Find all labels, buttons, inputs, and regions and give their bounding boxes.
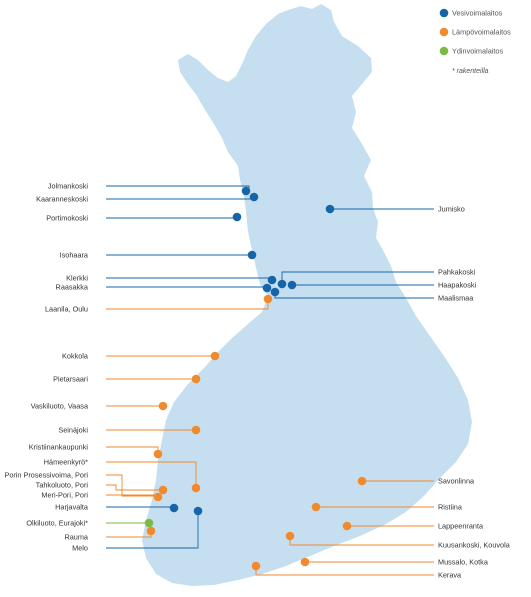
plant-marker-kuusankoski-kouvola xyxy=(285,531,295,541)
plant-label-raasakka: Raasakka xyxy=(56,283,89,292)
plant-marker-olkiluoto-eurajoki xyxy=(144,518,154,528)
leader-line-tahkoluoto-pori xyxy=(106,484,163,491)
plant-label-lappeenranta: Lappeenranta xyxy=(438,522,484,531)
plant-marker-pahkakoski xyxy=(277,279,287,289)
plant-label-seinajoki: Seinäjoki xyxy=(58,426,88,435)
plant-marker-maalismaa xyxy=(270,287,280,297)
plant-label-kuusankoski-kouvola: Kuusankoski, Kouvola xyxy=(438,541,511,550)
plant-marker-jumisko xyxy=(325,204,335,214)
legend: Vesivoimalaitos Lämpövoimalaitos Ydinvoima… xyxy=(439,8,511,75)
leader-line-porin-prosessivoima-pori xyxy=(106,474,158,497)
plant-label-kristiinankaupunki: Kristiinankaupunki xyxy=(29,443,89,452)
plant-label-pahkakoski: Pahkakoski xyxy=(438,268,476,277)
plant-marker-kerava xyxy=(251,561,261,571)
plant-marker-haapakoski xyxy=(287,280,297,290)
plant-label-pietarsaari: Pietarsaari xyxy=(53,375,88,384)
plant-label-rauma: Rauma xyxy=(64,533,88,542)
plant-label-porin-prosessivoima-pori: Porin Prosessivoima, Pori xyxy=(4,471,88,480)
legend-label-lampovoimalaitos: Lämpövoimalaitos xyxy=(452,28,511,37)
plant-marker-isohaara xyxy=(247,250,257,260)
plant-label-hameenkyro: Hämeenkyrö* xyxy=(44,458,88,467)
plant-label-jolmankoski: Jolmankoski xyxy=(48,182,89,191)
plant-marker-hameenkyro xyxy=(191,483,201,493)
leader-line-hameenkyro xyxy=(106,461,197,488)
legend-marker-lampovoimalaitos xyxy=(439,27,449,37)
plant-marker-ristiina xyxy=(311,502,321,512)
plant-label-kokkola: Kokkola xyxy=(62,352,89,361)
plant-marker-tahkoluoto-pori xyxy=(153,492,163,502)
plant-label-portimokoski: Portimokoski xyxy=(46,214,88,223)
plant-marker-rauma xyxy=(146,526,156,536)
plant-label-klerkki: Klerkki xyxy=(66,274,88,283)
plant-marker-lappeenranta xyxy=(342,521,352,531)
plant-marker-kaaranneskoski xyxy=(249,192,259,202)
plant-label-savonlinna: Savonlinna xyxy=(438,477,475,486)
plant-marker-kristiinankaupunki xyxy=(153,449,163,459)
legend-label-vesivoimalaitos: Vesivoimalaitos xyxy=(452,9,503,18)
plant-marker-vaskiluoto-vaasa xyxy=(158,401,168,411)
plant-label-maalismaa: Maalismaa xyxy=(438,294,474,303)
plant-label-tahkoluoto-pori: Tahkoluoto, Pori xyxy=(36,481,89,490)
plant-marker-portimokoski xyxy=(232,212,242,222)
plant-marker-seinajoki xyxy=(191,425,201,435)
plant-label-harjavalta: Harjavalta xyxy=(55,503,89,512)
plant-label-kerava: Kerava xyxy=(438,571,462,580)
leader-line-kerava xyxy=(255,566,434,576)
leader-line-jolmankoski xyxy=(106,185,250,191)
plant-marker-melo xyxy=(193,506,203,516)
plant-marker-kokkola xyxy=(210,351,220,361)
plant-marker-savonlinna xyxy=(357,476,367,486)
plant-label-melo: Melo xyxy=(72,544,88,553)
leader-line-kristiinankaupunki xyxy=(106,446,159,454)
finland-landmass xyxy=(142,4,472,586)
legend-label-ydinvoimalaitos: Ydinvoimalaitos xyxy=(452,47,503,56)
plant-label-ristiina: Ristiina xyxy=(438,503,463,512)
plant-marker-raasakka xyxy=(262,283,272,293)
plant-label-olkiluoto-eurajoki: Olkiluoto, Eurajoki* xyxy=(26,519,88,528)
plant-label-jumisko: Jumisko xyxy=(438,205,465,214)
plant-labels: Jolmankoski Kaaranneskoski Portimokoski Jum… xyxy=(4,182,510,580)
plant-marker-jolmankoski xyxy=(241,186,251,196)
plant-label-haapakoski: Haapakoski xyxy=(438,281,477,290)
legend-note: * rakenteilla xyxy=(452,68,489,75)
plant-label-isohaara: Isohaara xyxy=(60,251,89,260)
plant-label-kaaranneskoski: Kaaranneskoski xyxy=(36,195,88,204)
plant-marker-mussalo-kotka xyxy=(300,557,310,567)
plant-markers xyxy=(144,186,367,571)
plant-label-laanila-oulu: Laanila, Oulu xyxy=(45,305,88,314)
legend-marker-ydinvoimalaitos xyxy=(439,46,449,56)
plant-marker-harjavalta xyxy=(169,503,179,513)
plant-label-mussalo-kotka: Mussalo, Kotka xyxy=(438,558,489,567)
plant-label-meri-pori-pori: Meri-Pori, Pori xyxy=(41,491,88,500)
plant-marker-laanila-oulu xyxy=(263,294,273,304)
plant-marker-klerkki xyxy=(267,275,277,285)
plant-marker-porin-prosessivoima-pori xyxy=(158,485,168,495)
plant-label-vaskiluoto-vaasa: Vaskiluoto, Vaasa xyxy=(31,402,89,411)
leader-line-melo xyxy=(106,511,199,549)
legend-marker-vesivoimalaitos xyxy=(439,8,449,18)
leader-line-laanila-oulu xyxy=(106,299,269,310)
plant-marker-pietarsaari xyxy=(191,374,201,384)
